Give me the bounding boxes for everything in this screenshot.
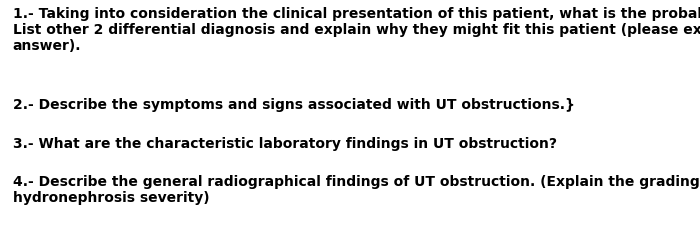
Text: 2.- Describe the symptoms and signs associated with UT obstructions.}: 2.- Describe the symptoms and signs asso… [13,98,575,112]
Text: 4.- Describe the general radiographical findings of UT obstruction. (Explain the: 4.- Describe the general radiographical … [13,174,700,204]
Text: 3.- What are the characteristic laboratory findings in UT obstruction?: 3.- What are the characteristic laborato… [13,136,556,150]
Text: 1.- Taking into consideration the clinical presentation of this patient, what is: 1.- Taking into consideration the clinic… [13,7,700,52]
